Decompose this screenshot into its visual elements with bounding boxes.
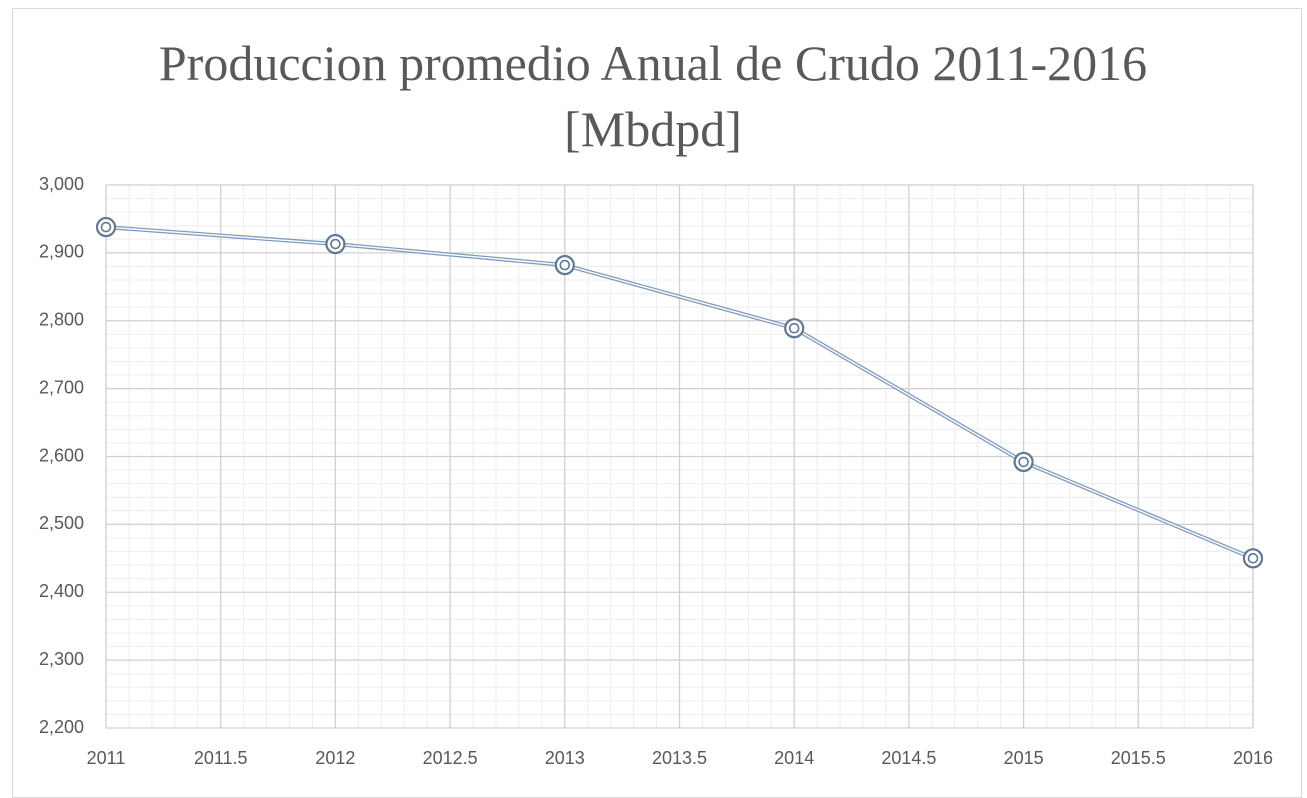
- x-tick-label: 2015.5: [1111, 748, 1166, 768]
- y-tick-label: 2,700: [39, 377, 84, 397]
- point-marker-inner: [559, 259, 571, 271]
- x-tick-label: 2012.5: [423, 748, 478, 768]
- x-tick-label: 2016: [1233, 748, 1273, 768]
- y-tick-label: 2,900: [39, 242, 84, 262]
- x-tick-label: 2015: [1004, 748, 1044, 768]
- x-tick-label: 2012: [315, 748, 355, 768]
- point-marker-inner: [330, 238, 341, 250]
- y-tick-label: 2,200: [39, 717, 84, 737]
- x-tick-label: 2014: [774, 748, 814, 768]
- y-tick-label: 2,800: [39, 310, 84, 330]
- x-tick-label: 2011: [87, 748, 126, 768]
- y-tick-label: 2,600: [39, 445, 84, 465]
- series-line-inner: [105, 226, 1254, 559]
- x-tick-label: 2011.5: [194, 748, 248, 768]
- point-marker-inner: [1018, 456, 1029, 468]
- y-tick-label: 2,400: [39, 581, 84, 601]
- point-marker-inner: [788, 322, 800, 334]
- y-tick-label: 2,300: [39, 649, 84, 669]
- y-tick-label: 2,500: [39, 513, 84, 533]
- y-tick-label: 3,000: [39, 174, 84, 194]
- chart-title: Produccion promedio Anual de Crudo 2011-…: [158, 35, 1173, 157]
- point-marker-inner: [1247, 553, 1259, 564]
- x-tick-label: 2013: [545, 748, 585, 768]
- x-tick-label: 2013.5: [652, 748, 707, 768]
- x-tick-label: 2014.5: [881, 748, 936, 768]
- point-marker-inner: [100, 221, 112, 233]
